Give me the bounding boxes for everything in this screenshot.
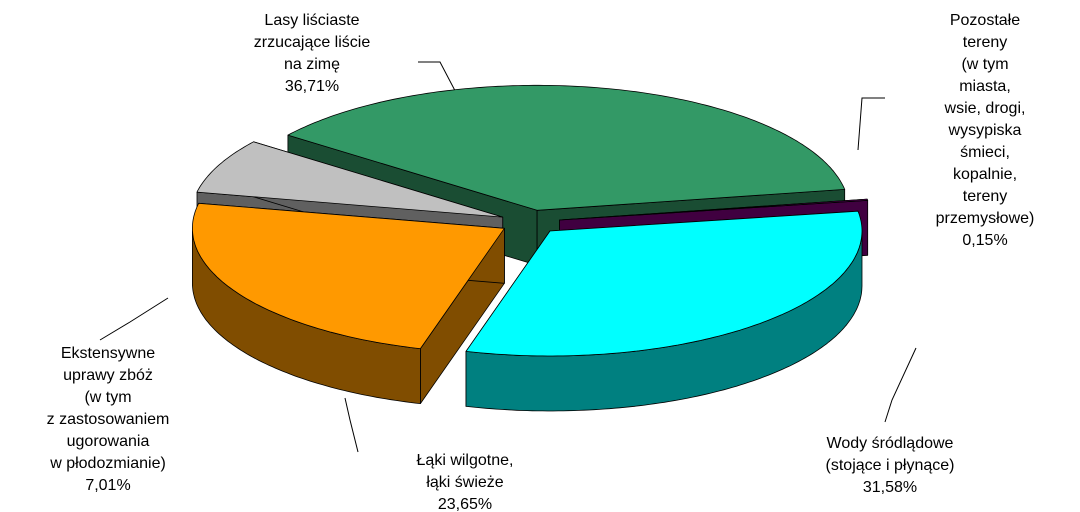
value-label: 36,71% xyxy=(284,78,340,95)
slice-top xyxy=(465,210,863,357)
value-label: 31,58% xyxy=(862,479,918,496)
category-label: Wody śródlądowe (stojące i płynące) xyxy=(825,435,955,474)
leader-line xyxy=(99,297,169,341)
value-label: 0,15% xyxy=(962,232,1008,249)
slice-label: Ekstensywne uprawy zbóż (w tym z zastoso… xyxy=(47,343,170,497)
category-label: Ekstensywne uprawy zbóż (w tym z zastoso… xyxy=(46,345,170,472)
slice-label: Lasy liściaste zrzucające liście na zimę… xyxy=(254,10,370,98)
slice-top xyxy=(196,141,504,218)
slice-top xyxy=(287,84,846,211)
slice-top xyxy=(559,198,869,221)
slice xyxy=(192,202,505,404)
slice-label: Pozostałe tereny (w tym miasta, wsie, dr… xyxy=(936,10,1035,252)
slice xyxy=(465,210,863,412)
category-label: Lasy liściaste zrzucające liście na zimę xyxy=(253,12,371,73)
slice-label: Wody śródlądowe (stojące i płynące) 31,58… xyxy=(826,433,955,499)
leader-line xyxy=(884,347,917,423)
slice-label: Łąki wilgotne, łąki świeże 23,65% xyxy=(417,450,514,512)
leader-line xyxy=(857,97,885,151)
category-label: Pozostałe tereny (w tym miasta, wsie, dr… xyxy=(935,12,1035,227)
value-label: 7,01% xyxy=(85,477,131,494)
leader-line xyxy=(344,397,359,453)
slice-top xyxy=(192,202,505,349)
category-label: Łąki wilgotne, łąki świeże xyxy=(416,452,514,491)
value-label: 23,65% xyxy=(437,496,493,512)
